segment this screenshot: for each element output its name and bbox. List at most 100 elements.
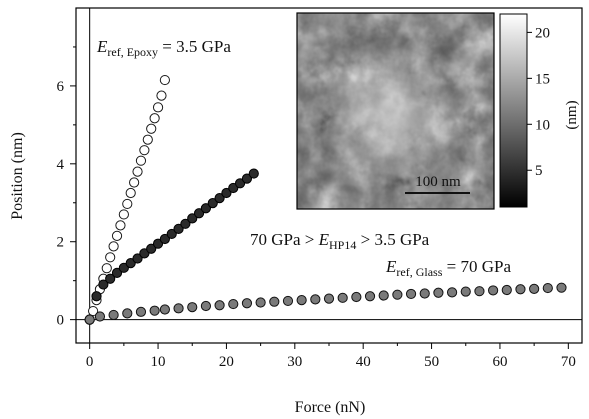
data-point bbox=[221, 187, 232, 199]
data-point bbox=[139, 145, 150, 156]
data-point bbox=[351, 291, 362, 303]
annotation-epoxy: Eref, Epoxy = 3.5 GPa bbox=[96, 37, 231, 59]
data-point bbox=[152, 238, 164, 249]
data-point bbox=[501, 284, 512, 296]
data-point bbox=[146, 243, 157, 254]
data-point bbox=[173, 223, 184, 234]
data-point bbox=[187, 302, 198, 313]
data-point bbox=[488, 285, 499, 296]
data-point bbox=[515, 284, 526, 295]
data-point bbox=[529, 283, 540, 294]
x-tick-label: 60 bbox=[492, 354, 507, 370]
x-tick-label: 0 bbox=[86, 354, 94, 370]
data-point bbox=[108, 241, 119, 252]
data-point bbox=[91, 291, 102, 302]
data-point bbox=[200, 203, 212, 214]
data-point bbox=[173, 303, 184, 314]
data-series bbox=[84, 74, 567, 325]
y-tick-label: 2 bbox=[57, 235, 65, 251]
data-point bbox=[108, 309, 119, 321]
afm-image-highlight bbox=[297, 13, 494, 209]
afm-inset: 100 nm bbox=[296, 12, 495, 210]
data-point bbox=[323, 293, 335, 304]
x-axis-title: Force (nN) bbox=[295, 399, 366, 416]
data-point bbox=[135, 155, 147, 166]
data-point bbox=[105, 252, 116, 263]
series-gray-circle bbox=[84, 282, 567, 325]
data-point bbox=[378, 290, 389, 301]
data-point bbox=[122, 308, 133, 319]
data-point bbox=[159, 74, 170, 86]
y-tick-label: 0 bbox=[57, 313, 65, 329]
data-point bbox=[125, 258, 136, 269]
data-point bbox=[405, 288, 417, 300]
annotation-hp14: 70 GPa > EHP14 > 3.5 GPa bbox=[250, 230, 430, 252]
data-point bbox=[115, 220, 126, 231]
y-axis-title: Position (nm) bbox=[9, 132, 26, 220]
data-point bbox=[269, 296, 280, 307]
x-tick-label: 40 bbox=[356, 354, 371, 370]
x-tick-label: 70 bbox=[561, 354, 576, 370]
data-point bbox=[419, 288, 430, 299]
data-point bbox=[105, 273, 116, 284]
data-point bbox=[446, 287, 458, 298]
colorbar-unit-label: (nm) bbox=[564, 100, 580, 129]
data-point bbox=[156, 90, 167, 101]
data-point bbox=[84, 314, 95, 325]
data-point bbox=[118, 262, 129, 273]
colorbar-tick-label: 15 bbox=[535, 71, 550, 87]
data-point bbox=[255, 297, 266, 308]
data-point bbox=[149, 305, 160, 316]
data-point bbox=[542, 282, 553, 294]
y-axis-ticks: 0 2 4 6 bbox=[57, 46, 76, 329]
y-tick-label: 6 bbox=[57, 79, 65, 95]
data-point bbox=[98, 279, 109, 290]
afm-image-frame bbox=[296, 12, 495, 210]
data-point bbox=[460, 286, 471, 297]
data-point bbox=[337, 292, 348, 303]
data-point bbox=[125, 187, 136, 199]
colorbar-ticks: 5 10 15 20 bbox=[527, 25, 550, 179]
annotation-glass: Eref, Glass = 70 GPa bbox=[385, 257, 511, 279]
data-point bbox=[214, 300, 225, 311]
data-point bbox=[111, 230, 123, 241]
data-point bbox=[135, 306, 147, 317]
data-point bbox=[149, 113, 160, 124]
data-point bbox=[101, 263, 112, 274]
data-point bbox=[139, 248, 150, 259]
data-point bbox=[159, 304, 170, 315]
data-point bbox=[118, 209, 129, 220]
y-tick-label: 4 bbox=[57, 157, 65, 173]
data-point bbox=[142, 134, 153, 145]
x-tick-label: 20 bbox=[219, 354, 234, 370]
scale-bar-label: 100 nm bbox=[415, 174, 461, 190]
x-tick-label: 10 bbox=[151, 354, 166, 370]
data-point bbox=[207, 198, 218, 209]
data-point bbox=[193, 208, 205, 219]
data-point bbox=[132, 166, 143, 177]
data-point bbox=[152, 102, 164, 113]
data-point bbox=[282, 295, 294, 307]
colorbar-tick-label: 20 bbox=[535, 25, 550, 41]
data-point bbox=[474, 286, 485, 297]
data-point bbox=[87, 305, 99, 317]
data-point bbox=[228, 298, 239, 310]
data-point bbox=[248, 168, 259, 179]
data-point bbox=[146, 123, 157, 134]
data-point bbox=[214, 192, 225, 204]
data-point bbox=[241, 173, 253, 184]
colorbar-gradient bbox=[499, 13, 528, 208]
data-point bbox=[129, 177, 140, 188]
data-point bbox=[433, 287, 444, 298]
data-point bbox=[122, 198, 133, 210]
data-point bbox=[364, 291, 376, 302]
data-point bbox=[310, 294, 321, 305]
colorbar-tick-label: 10 bbox=[535, 117, 550, 133]
data-point bbox=[94, 311, 106, 322]
data-point bbox=[241, 298, 253, 309]
data-point bbox=[180, 218, 191, 229]
x-tick-label: 30 bbox=[287, 354, 302, 370]
x-axis-ticks: 0 10 20 30 40 50 60 70 bbox=[86, 343, 576, 370]
data-point bbox=[392, 289, 403, 300]
